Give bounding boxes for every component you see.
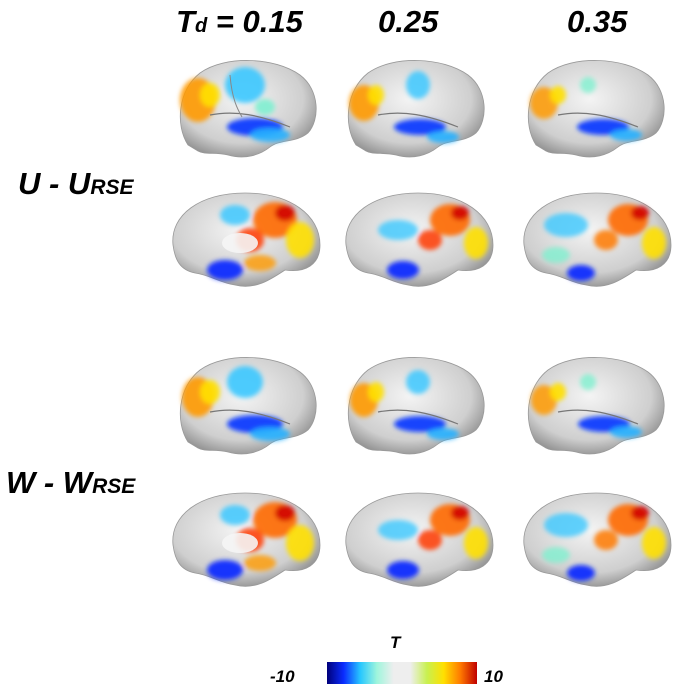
colorbar-min-label: -10 xyxy=(270,667,295,686)
row-label-w: W - WRSE xyxy=(6,465,135,501)
threshold-title-0: Td = 0.15 xyxy=(176,4,303,40)
brain-w-medial-0 xyxy=(172,492,321,587)
row-label-u-subscript: RSE xyxy=(90,176,134,199)
td-symbol: T xyxy=(176,4,195,39)
row-label-w-main: W - W xyxy=(6,465,93,500)
colorbar-title: T xyxy=(390,633,401,652)
row-label-w-subscript: RSE xyxy=(92,475,136,498)
threshold-title-2: 0.35 xyxy=(567,4,628,39)
brain-w-medial-2 xyxy=(523,492,672,587)
brain-u-lateral-1 xyxy=(347,60,485,158)
threshold-title-1: 0.25 xyxy=(378,4,439,39)
td-subscript: d xyxy=(194,15,208,37)
brain-w-medial-1 xyxy=(345,492,494,587)
td-equals: = xyxy=(207,4,243,39)
colorbar-max-label: 10 xyxy=(484,667,503,686)
brain-w-lateral-0 xyxy=(179,357,317,455)
brain-w-lateral-2 xyxy=(527,357,665,455)
brain-u-medial-2 xyxy=(523,192,672,287)
threshold-value-0: 0.15 xyxy=(242,4,303,39)
brain-u-lateral-2 xyxy=(527,60,665,158)
colorbar xyxy=(327,662,477,684)
brain-u-medial-0 xyxy=(172,192,321,287)
brain-w-lateral-1 xyxy=(347,357,485,455)
brain-u-medial-1 xyxy=(345,192,494,287)
row-label-u-main: U - U xyxy=(18,166,91,201)
row-label-u: U - URSE xyxy=(18,166,134,202)
brain-u-lateral-0 xyxy=(179,60,317,158)
